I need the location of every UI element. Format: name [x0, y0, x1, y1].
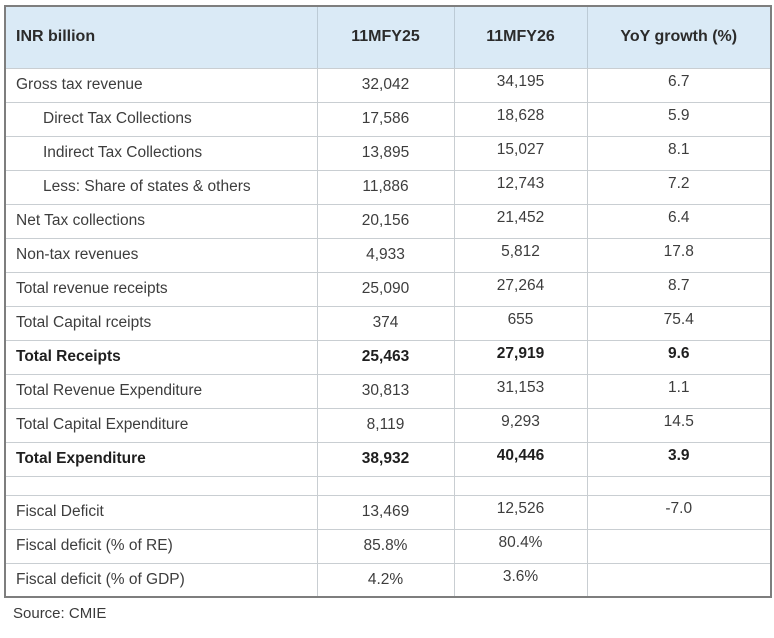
yoy-value: 6.7: [586, 67, 772, 103]
fy26-value: 15,027: [453, 135, 588, 171]
fy25-value: 20,156: [316, 203, 455, 239]
yoy-value: 6.4: [586, 203, 772, 239]
table-row: Less: Share of states & others 11,886 12,7…: [4, 169, 772, 205]
row-label: Total Receipts: [4, 339, 318, 375]
fy26-value: 18,628: [453, 101, 588, 137]
fy26-value: 655: [453, 305, 588, 341]
header-row: INR billion 11MFY25 11MFY26 YoY growth (…: [4, 5, 772, 69]
fy26-value: 12,526: [453, 494, 588, 530]
row-label: Total Expenditure: [4, 441, 318, 477]
table-row: Total Capital Expenditure 8,119 9,293 14.5: [4, 407, 772, 443]
fy25-value: 4,933: [316, 237, 455, 273]
yoy-value: 75.4: [586, 305, 772, 341]
fy25-value: 13,469: [316, 494, 455, 530]
fy26-value: 21,452: [453, 203, 588, 239]
spacer-row: [4, 475, 772, 496]
fy26-value: 34,195: [453, 67, 588, 103]
row-label: Total Capital Expenditure: [4, 407, 318, 443]
fy25-value: 25,463: [316, 339, 455, 375]
fy26-value: 27,264: [453, 271, 588, 307]
row-label: [4, 475, 318, 496]
yoy-value: 7.2: [586, 169, 772, 205]
yoy-value: 9.6: [586, 339, 772, 375]
fy25-value: 32,042: [316, 67, 455, 103]
row-label: Indirect Tax Collections: [4, 135, 318, 171]
fy25-value: 30,813: [316, 373, 455, 409]
yoy-value: 1.1: [586, 373, 772, 409]
row-label: Gross tax revenue: [4, 67, 318, 103]
fy25-value: 25,090: [316, 271, 455, 307]
row-label: Total Revenue Expenditure: [4, 373, 318, 409]
yoy-value: -7.0: [586, 494, 772, 530]
row-label: Less: Share of states & others: [4, 169, 318, 205]
yoy-value: [586, 562, 772, 598]
yoy-value: [586, 528, 772, 564]
fy26-value: 3.6%: [453, 562, 588, 598]
table-row: Fiscal deficit (% of RE) 85.8% 80.4%: [4, 528, 772, 564]
row-label: Non-tax revenues: [4, 237, 318, 273]
table-row: Total revenue receipts 25,090 27,264 8.7: [4, 271, 772, 307]
fy25-value: 8,119: [316, 407, 455, 443]
table-row: Indirect Tax Collections 13,895 15,027 8.1: [4, 135, 772, 171]
column-header-yoy-growth: YoY growth (%): [586, 5, 772, 69]
yoy-value: [586, 475, 772, 496]
table-row: Fiscal Deficit 13,469 12,526 -7.0: [4, 494, 772, 530]
yoy-value: 14.5: [586, 407, 772, 443]
row-label: Fiscal Deficit: [4, 494, 318, 530]
row-label: Net Tax collections: [4, 203, 318, 239]
table-row: Direct Tax Collections 17,586 18,628 5.9: [4, 101, 772, 137]
table-row: Non-tax revenues 4,933 5,812 17.8: [4, 237, 772, 273]
row-label: Direct Tax Collections: [4, 101, 318, 137]
fy25-value: 13,895: [316, 135, 455, 171]
fy26-value: 27,919: [453, 339, 588, 375]
table-row: Total Revenue Expenditure 30,813 31,153 1.1: [4, 373, 772, 409]
fy25-value: [316, 475, 455, 496]
fy25-value: 17,586: [316, 101, 455, 137]
row-label: Total revenue receipts: [4, 271, 318, 307]
fy25-value: 4.2%: [316, 562, 455, 598]
fy25-value: 11,886: [316, 169, 455, 205]
table-row: Fiscal deficit (% of GDP) 4.2% 3.6%: [4, 562, 772, 598]
fy26-value: 12,743: [453, 169, 588, 205]
table-row: Total Expenditure 38,932 40,446 3.9: [4, 441, 772, 477]
yoy-value: 3.9: [586, 441, 772, 477]
row-label: Fiscal deficit (% of GDP): [4, 562, 318, 598]
fy26-value: [453, 475, 588, 496]
fy26-value: 31,153: [453, 373, 588, 409]
fy26-value: 40,446: [453, 441, 588, 477]
fy26-value: 9,293: [453, 407, 588, 443]
table-header: INR billion 11MFY25 11MFY26 YoY growth (…: [4, 5, 772, 69]
fy25-value: 374: [316, 305, 455, 341]
column-header-11mfy25: 11MFY25: [316, 5, 455, 69]
fy26-value: 80.4%: [453, 528, 588, 564]
source-note: Source: CMIE: [13, 605, 107, 622]
row-label: Total Capital rceipts: [4, 305, 318, 341]
table-row: Gross tax revenue 32,042 34,195 6.7: [4, 67, 772, 103]
yoy-value: 17.8: [586, 237, 772, 273]
column-header-11mfy26: 11MFY26: [453, 5, 588, 69]
fy25-value: 38,932: [316, 441, 455, 477]
table-row: Total Capital rceipts 374 655 75.4: [4, 305, 772, 341]
table-row: Net Tax collections 20,156 21,452 6.4: [4, 203, 772, 239]
row-label: Fiscal deficit (% of RE): [4, 528, 318, 564]
yoy-value: 8.1: [586, 135, 772, 171]
fy26-value: 5,812: [453, 237, 588, 273]
fy25-value: 85.8%: [316, 528, 455, 564]
table-row: Total Receipts 25,463 27,919 9.6: [4, 339, 772, 375]
fiscal-data-table: INR billion 11MFY25 11MFY26 YoY growth (…: [4, 5, 772, 598]
yoy-value: 5.9: [586, 101, 772, 137]
yoy-value: 8.7: [586, 271, 772, 307]
table-body: Gross tax revenue 32,042 34,195 6.7 Direct T…: [4, 67, 772, 598]
column-header-inr-billion: INR billion: [4, 5, 318, 69]
